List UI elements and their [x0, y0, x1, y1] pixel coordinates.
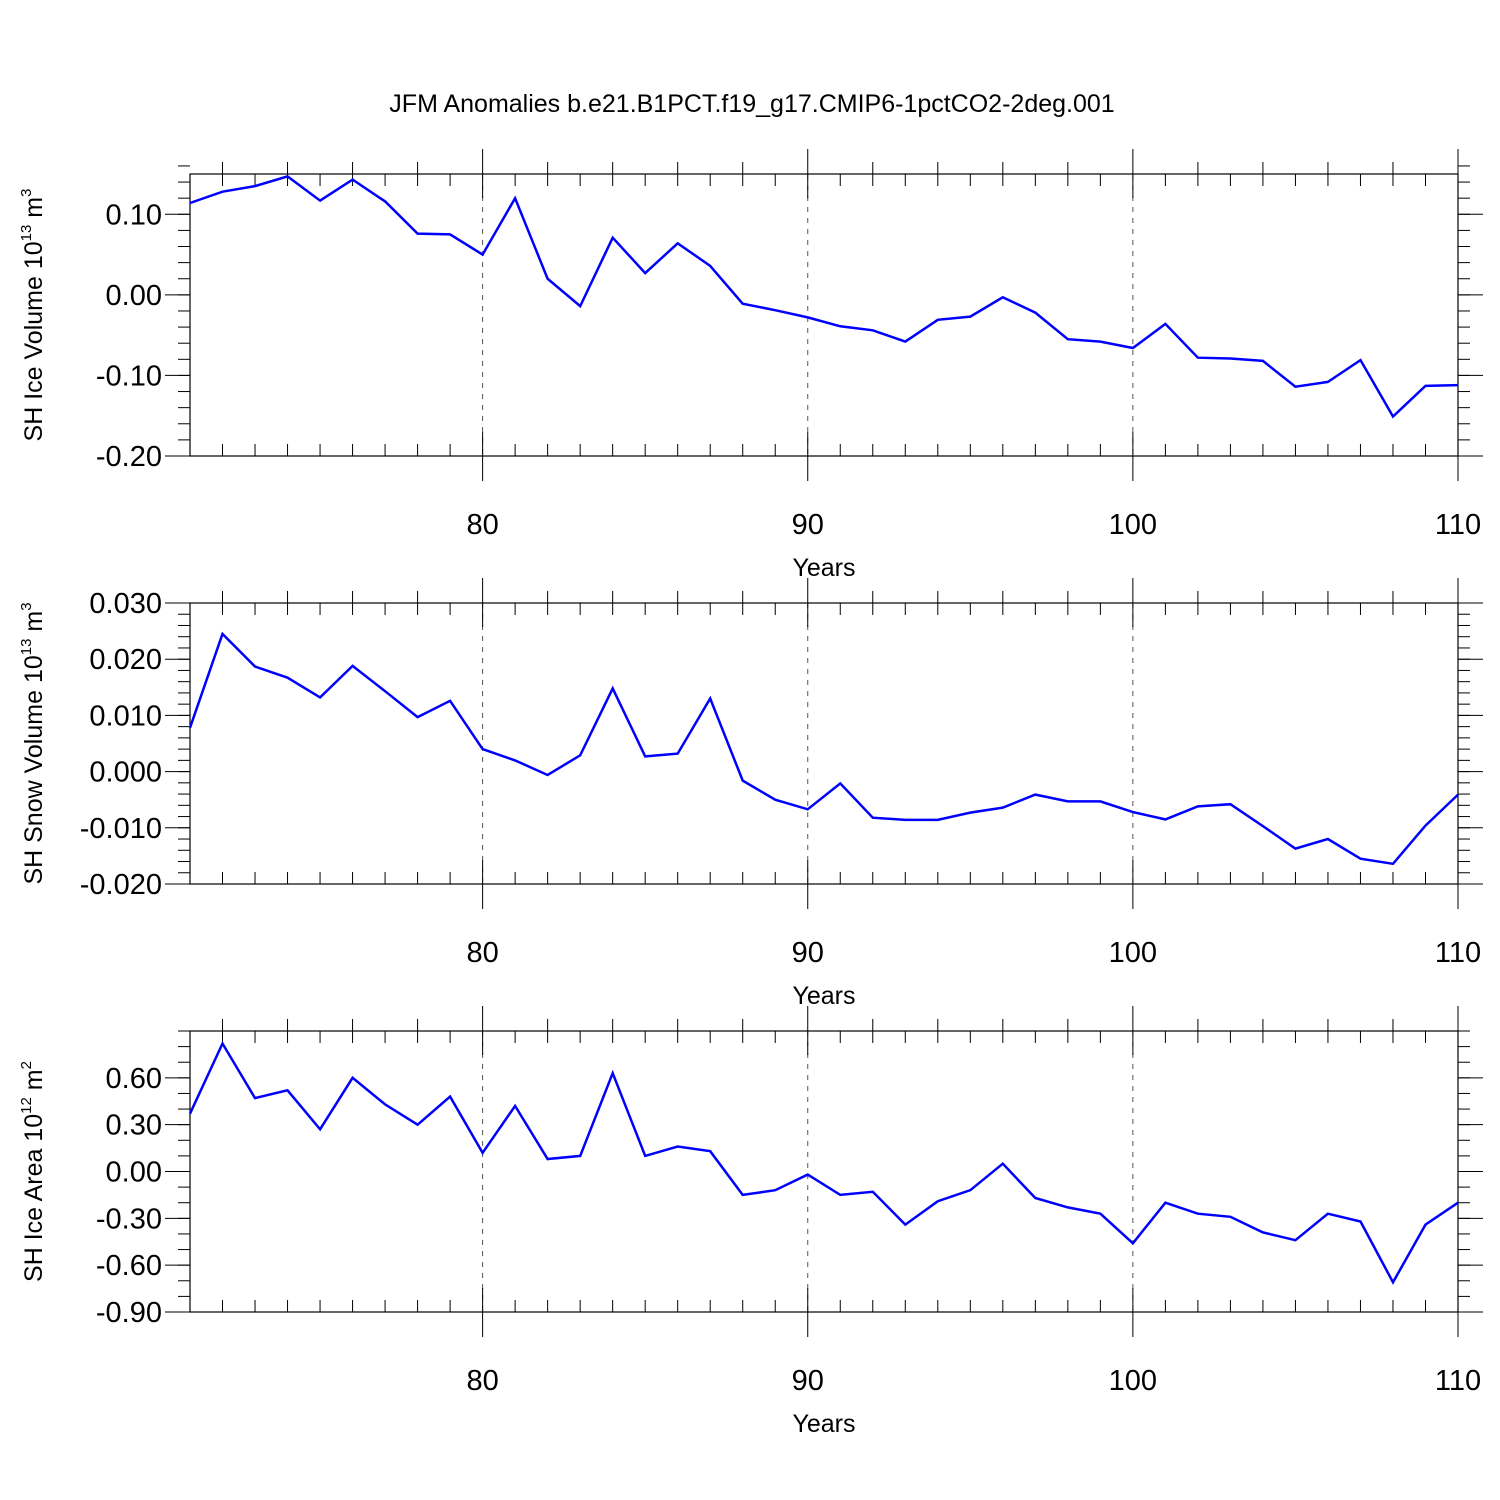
- y-tick-label: -0.90: [96, 1297, 162, 1329]
- y-axis-title-text: SH Snow Volume 10: [20, 655, 48, 884]
- x-axis-title: Years: [792, 982, 855, 1010]
- y-tick-label: -0.010: [80, 813, 162, 845]
- x-tick-label: 100: [1109, 1365, 1157, 1397]
- y-tick-label: -0.60: [96, 1250, 162, 1282]
- y-tick-label: -0.020: [80, 869, 162, 901]
- x-axis-title: Years: [792, 554, 855, 582]
- y-tick-label: 0.020: [89, 644, 162, 676]
- y-tick-label: 0.010: [89, 700, 162, 732]
- y-axis-title: SH Ice Volume 1013 m3: [18, 189, 48, 442]
- panel-2: -0.020 -0.010 0.000 0.010 0.020 0.030 80 90 100 1…: [18, 578, 1483, 1010]
- y-tick-label: -0.10: [96, 360, 162, 392]
- y-tick-label: -0.30: [96, 1203, 162, 1235]
- y-tick-label: 0.00: [106, 280, 162, 312]
- x-tick-label: 110: [1435, 937, 1481, 969]
- y-tick-label: 0.030: [89, 588, 162, 620]
- y-axis-title-unit: m: [20, 611, 48, 639]
- y-axis-title-exponent: 13: [18, 639, 35, 656]
- x-tick-label: 90: [792, 509, 824, 541]
- y-tick-label: 0.10: [106, 199, 162, 231]
- plot-frame: [189, 602, 1459, 885]
- y-axis-title-unit-exponent: 3: [18, 189, 35, 197]
- x-tick-label: 110: [1435, 509, 1481, 541]
- x-tick-label: 110: [1435, 1365, 1481, 1397]
- y-axis-title-unit: m: [20, 1069, 48, 1097]
- x-tick-label: 90: [792, 1365, 824, 1397]
- y-axis-title-unit: m: [20, 197, 48, 225]
- series-line: [188, 1040, 1459, 1285]
- y-axis-title-text: SH Ice Area 10: [20, 1114, 48, 1282]
- plot-frame: [189, 173, 1459, 457]
- plot-frame: [189, 1030, 1459, 1313]
- x-tick-label: 80: [466, 1365, 498, 1397]
- y-tick-label: 0.00: [106, 1157, 162, 1189]
- x-tick-label: 90: [792, 937, 824, 969]
- y-axis-title: SH Snow Volume 1013 m3: [18, 602, 48, 884]
- y-axis-title: SH Ice Area 1012 m2: [18, 1061, 48, 1282]
- x-tick-label: 80: [466, 937, 498, 969]
- y-tick-label: 0.30: [106, 1110, 162, 1142]
- y-axis-title-exponent: 13: [18, 225, 35, 242]
- y-tick-label: 0.60: [106, 1063, 162, 1095]
- y-tick-label: -0.20: [96, 441, 162, 473]
- series-line: [188, 631, 1459, 866]
- figure-title: JFM Anomalies b.e21.B1PCT.f19_g17.CMIP6-…: [389, 90, 1114, 118]
- panels: -0.20 -0.10 0.00 0.10 80 90 100 110 Years SH Ice …: [18, 149, 1483, 1438]
- panel-1: -0.20 -0.10 0.00 0.10 80 90 100 110 Years SH Ice …: [18, 149, 1483, 582]
- series-line: [189, 175, 1459, 419]
- x-axis-title: Years: [792, 1410, 855, 1438]
- panel-3: -0.90 -0.60 -0.30 0.00 0.30 0.60 80 90 100 110 Yea…: [18, 1006, 1483, 1438]
- x-tick-label: 80: [466, 509, 498, 541]
- y-axis-title-exponent: 12: [18, 1097, 35, 1114]
- y-tick-label: 0.000: [89, 757, 162, 789]
- y-axis-title-text: SH Ice Volume 10: [20, 241, 48, 441]
- y-axis-title-unit-exponent: 2: [18, 1061, 35, 1069]
- x-tick-label: 100: [1109, 937, 1157, 969]
- y-axis-title-unit-exponent: 3: [18, 602, 35, 610]
- x-tick-label: 100: [1109, 509, 1157, 541]
